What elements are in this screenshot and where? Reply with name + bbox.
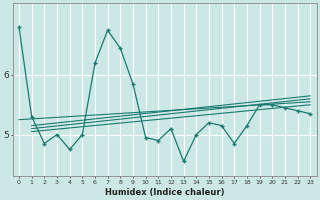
X-axis label: Humidex (Indice chaleur): Humidex (Indice chaleur) bbox=[105, 188, 224, 197]
